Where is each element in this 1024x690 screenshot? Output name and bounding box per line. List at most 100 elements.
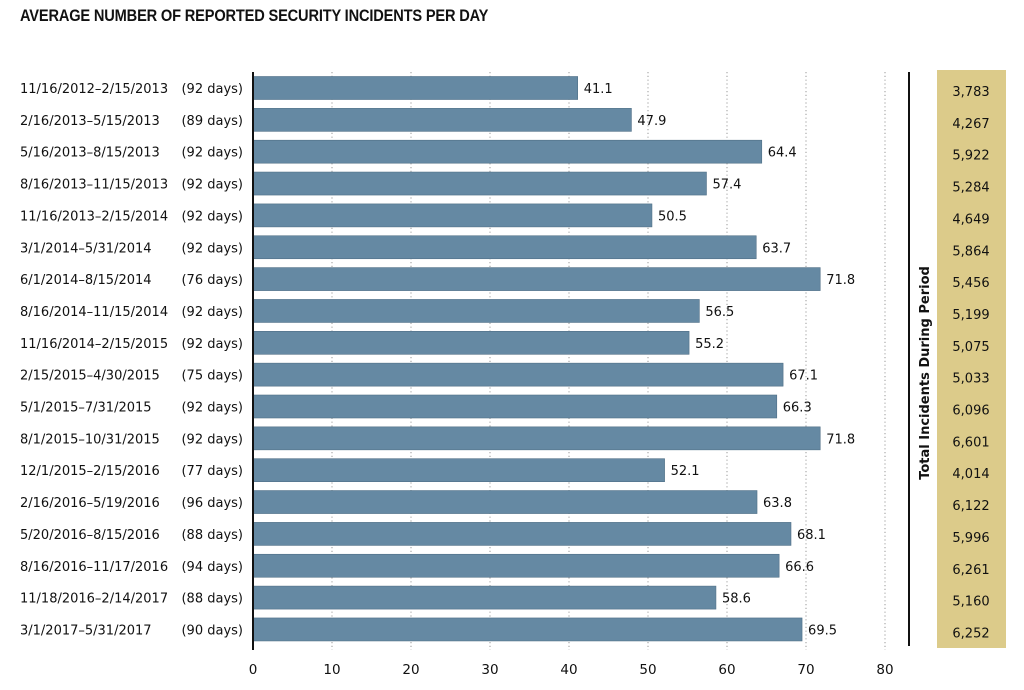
category-label: 11/18/2016–2/14/2017: [20, 592, 168, 607]
total-incidents-value: 4,014: [952, 467, 989, 482]
side-column-background: [937, 70, 1006, 648]
category-label: 8/16/2016–11/17/2016: [20, 560, 168, 575]
total-incidents-value: 5,284: [952, 181, 989, 196]
days-label: (92 days): [181, 432, 243, 447]
value-label: 68.1: [797, 528, 826, 543]
chart-title: AVERAGE NUMBER OF REPORTED SECURITY INCI…: [20, 6, 489, 25]
bar-4: [252, 171, 707, 196]
bar-6: [252, 235, 757, 260]
category-label: 6/1/2014–8/15/2014: [20, 273, 152, 288]
total-incidents-column: Total Incidents During Period 3,783 4,267 5…: [908, 70, 1006, 648]
bars: [252, 76, 821, 642]
bar-10: [252, 362, 784, 387]
axes: 0 10 20 30 40 50 60 70 80: [249, 72, 894, 678]
grid-lines: [331, 72, 886, 650]
value-label: 63.7: [762, 241, 791, 256]
days-label: (88 days): [181, 528, 243, 543]
value-label: 67.1: [789, 369, 818, 384]
value-label: 58.6: [722, 592, 751, 607]
value-label: 66.3: [783, 401, 812, 416]
bar-13: [252, 458, 665, 483]
value-label: 66.6: [785, 560, 814, 575]
value-labels: 41.1 47.9 64.4 57.4 50.5 63.7 71.8 56.5 55.2 67.1…: [584, 82, 855, 638]
value-label: 47.9: [637, 114, 666, 129]
value-label: 71.8: [826, 273, 855, 288]
value-label: 55.2: [695, 337, 724, 352]
days-label: (92 days): [181, 209, 243, 224]
category-label: 2/16/2016–5/19/2016: [20, 496, 160, 511]
category-label: 8/16/2014–11/15/2014: [20, 305, 168, 320]
total-incidents-value: 5,864: [952, 244, 989, 259]
total-incidents-value: 6,601: [952, 435, 989, 450]
days-label: (96 days): [181, 496, 243, 511]
total-incidents-value: 6,252: [952, 626, 989, 641]
value-label: 64.4: [768, 146, 797, 161]
total-incidents-value: 4,649: [952, 212, 989, 227]
category-label: 8/16/2013–11/15/2013: [20, 178, 168, 193]
days-label: (92 days): [181, 178, 243, 193]
x-tick-label: 80: [876, 662, 893, 678]
days-label: (77 days): [181, 464, 243, 479]
x-tick-label: 30: [481, 662, 498, 678]
total-incidents-value: 5,160: [952, 595, 989, 610]
days-label: (94 days): [181, 560, 243, 575]
bar-11: [252, 394, 778, 419]
days-label: (88 days): [181, 592, 243, 607]
x-tick-label: 20: [402, 662, 419, 678]
value-label: 52.1: [671, 464, 700, 479]
total-incidents-value: 5,456: [952, 276, 989, 291]
bar-8: [252, 299, 700, 323]
category-label: 5/20/2016–8/15/2016: [20, 528, 160, 543]
value-label: 71.8: [826, 432, 855, 447]
x-tick-label: 0: [249, 662, 258, 678]
days-label: (92 days): [181, 337, 243, 352]
category-label: 8/1/2015–10/31/2015: [20, 432, 160, 447]
total-incidents-value: 5,922: [952, 149, 989, 164]
total-incidents-value: 6,122: [952, 499, 989, 514]
category-labels: 11/16/2012–2/15/2013 (92 days) 2/16/2013–5…: [20, 82, 243, 638]
total-incidents-value: 3,783: [952, 85, 989, 100]
bar-18: [252, 617, 803, 642]
bar-3: [252, 139, 763, 164]
x-tick-label: 50: [639, 662, 656, 678]
days-label: (92 days): [181, 401, 243, 416]
bar-14: [252, 490, 758, 514]
days-label: (92 days): [181, 241, 243, 256]
x-tick-label: 70: [797, 662, 814, 678]
days-label: (92 days): [181, 305, 243, 320]
bar-12: [252, 426, 821, 451]
bar-2: [252, 108, 632, 132]
total-incidents-value: 5,075: [952, 340, 989, 355]
value-label: 57.4: [712, 178, 741, 193]
category-label: 5/16/2013–8/15/2013: [20, 146, 160, 161]
total-incidents-value: 4,267: [952, 117, 989, 132]
side-column-label: Total Incidents During Period: [918, 266, 933, 480]
total-incidents-value: 5,199: [952, 308, 989, 323]
category-label: 2/15/2015–4/30/2015: [20, 369, 160, 384]
value-label: 56.5: [705, 305, 734, 320]
category-label: 11/16/2013–2/15/2014: [20, 209, 168, 224]
days-label: (92 days): [181, 82, 243, 97]
category-label: 3/1/2014–5/31/2014: [20, 241, 152, 256]
days-label: (89 days): [181, 114, 243, 129]
category-label: 11/16/2012–2/15/2013: [20, 82, 168, 97]
category-label: 11/16/2014–2/15/2015: [20, 337, 168, 352]
value-label: 63.8: [763, 496, 792, 511]
value-label: 50.5: [658, 209, 687, 224]
x-tick-label: 40: [560, 662, 577, 678]
bar-5: [252, 203, 653, 228]
days-label: (90 days): [181, 623, 243, 638]
total-incidents-value: 5,033: [952, 372, 989, 387]
days-label: (75 days): [181, 369, 243, 384]
category-label: 2/16/2013–5/15/2013: [20, 114, 160, 129]
bar-7: [252, 267, 821, 291]
value-label: 69.5: [808, 623, 837, 638]
x-tick-label: 60: [718, 662, 735, 678]
category-label: 3/1/2017–5/31/2017: [20, 623, 152, 638]
total-incidents-value: 6,096: [952, 404, 989, 419]
bar-9: [252, 330, 690, 355]
total-incidents-value: 6,261: [952, 563, 989, 578]
bar-16: [252, 553, 780, 578]
days-label: (92 days): [181, 146, 243, 161]
